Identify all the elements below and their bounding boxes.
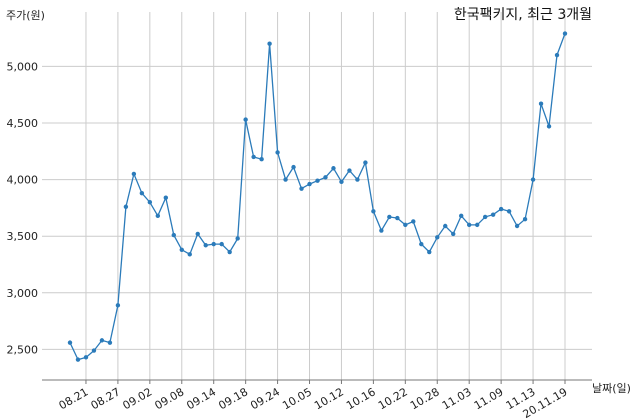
y-tick-label: 4,500: [7, 117, 39, 130]
data-point: [211, 241, 216, 247]
data-point: [339, 179, 344, 185]
data-point: [307, 181, 312, 187]
x-axis-label: 날짜(일): [592, 381, 631, 395]
x-tick-label: 09.24: [248, 385, 282, 412]
data-point: [451, 231, 456, 237]
data-point: [235, 236, 240, 241]
data-point: [107, 340, 113, 345]
data-point: [115, 303, 121, 308]
data-point: [411, 219, 416, 224]
x-tick-label: 11.09: [472, 385, 506, 412]
price-series-points: [67, 31, 568, 362]
data-point: [67, 340, 73, 345]
data-point: [91, 348, 97, 353]
y-tick-label: 5,000: [7, 60, 39, 73]
data-point: [482, 214, 488, 220]
y-tick-label: 3,000: [7, 287, 39, 300]
data-point: [371, 209, 376, 214]
data-point: [195, 231, 200, 237]
data-point: [227, 249, 232, 255]
data-point: [435, 235, 440, 240]
data-point: [562, 31, 568, 36]
data-point: [538, 101, 544, 106]
data-point: [123, 204, 129, 209]
data-point: [299, 186, 304, 191]
x-tick-label: 09.14: [184, 385, 218, 412]
axis-ticks: 2,500 3,000 3,500 4,000 4,500 5,000 08.2108.27…: [7, 60, 570, 419]
y-axis-label: 주가(원): [6, 9, 45, 22]
data-point: [283, 177, 288, 182]
data-point: [75, 357, 81, 362]
x-tick-label: 10.22: [376, 385, 410, 412]
x-tick-label: 09.08: [152, 385, 186, 412]
data-point: [355, 177, 360, 182]
data-point: [546, 124, 552, 129]
data-point: [267, 41, 272, 46]
data-point: [187, 252, 192, 257]
data-point: [251, 154, 256, 160]
data-point: [363, 160, 368, 165]
data-point: [99, 338, 105, 343]
x-tick-label: 08.27: [89, 385, 123, 412]
data-point: [147, 200, 153, 205]
data-point: [331, 166, 336, 171]
price-series-line: [69, 33, 566, 361]
x-tick-label: 10.12: [312, 385, 346, 412]
data-point: [514, 223, 520, 229]
data-point: [395, 215, 400, 221]
data-point: [163, 195, 169, 200]
data-point: [419, 241, 424, 247]
data-point: [379, 228, 384, 233]
data-point: [530, 177, 536, 182]
data-point: [323, 175, 328, 180]
data-point: [474, 222, 480, 228]
data-point: [554, 52, 560, 58]
x-tick-label: 10.28: [408, 385, 442, 412]
data-point: [179, 247, 184, 252]
data-point: [490, 212, 496, 217]
x-tick-label: 09.18: [216, 385, 250, 412]
data-point: [243, 117, 248, 122]
data-point: [403, 222, 408, 228]
y-tick-label: 3,500: [7, 230, 39, 243]
data-point: [315, 178, 320, 183]
data-point: [83, 355, 89, 360]
x-tick-label: 10.16: [344, 385, 378, 412]
data-point: [171, 232, 176, 238]
data-point: [347, 168, 352, 173]
y-tick-label: 4,000: [7, 174, 39, 187]
data-point: [387, 214, 392, 220]
x-tick-label: 09.02: [121, 385, 155, 412]
y-tick-label: 2,500: [7, 343, 39, 356]
data-point: [506, 209, 512, 214]
data-point: [259, 157, 264, 162]
chart-title: 한국팩키지, 최근 3개월: [454, 7, 592, 23]
data-point: [155, 213, 161, 219]
data-point: [203, 243, 208, 248]
data-point: [427, 249, 432, 255]
x-tick-label: 10.05: [280, 385, 314, 412]
data-point: [498, 206, 504, 212]
data-point: [291, 164, 296, 170]
x-tick-label: 08.21: [57, 385, 91, 412]
data-point: [219, 241, 224, 247]
data-point: [466, 222, 472, 228]
grid-lines: [42, 12, 592, 380]
data-point: [131, 171, 137, 177]
x-tick-label: 11.03: [440, 385, 474, 412]
data-point: [443, 223, 448, 229]
data-point: [275, 150, 280, 155]
data-point: [139, 190, 145, 196]
data-point: [522, 217, 528, 222]
data-point: [459, 213, 464, 219]
